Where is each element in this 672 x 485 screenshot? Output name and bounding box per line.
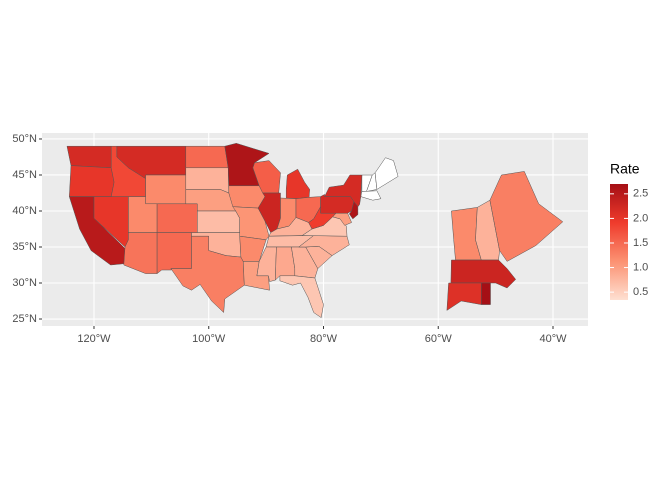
y-tick-label: 25°N	[12, 313, 37, 325]
region	[66, 145, 112, 169]
region	[156, 203, 198, 233]
y-tick-label: 40°N	[12, 205, 37, 217]
y-tick-label: 30°N	[12, 277, 37, 289]
region	[228, 185, 266, 209]
region	[489, 171, 564, 262]
legend-tick-label: 1.0	[633, 261, 648, 273]
region	[69, 165, 115, 197]
region	[348, 201, 359, 220]
x-tick-label: 80°W	[310, 333, 338, 345]
x-tick-label: 40°W	[539, 333, 567, 345]
region	[156, 232, 192, 275]
legend-tick-label: 2.5	[633, 188, 648, 200]
legend-tick-label: 0.5	[633, 286, 648, 298]
region	[275, 246, 296, 281]
y-tick-label: 45°N	[12, 169, 37, 181]
y-tick-label: 35°N	[12, 241, 37, 253]
region	[446, 282, 482, 311]
legend-title: Rate	[610, 161, 640, 177]
region	[185, 145, 229, 169]
x-tick-label: 60°W	[425, 333, 453, 345]
region	[145, 174, 187, 205]
region	[324, 174, 363, 208]
region	[197, 210, 240, 233]
region	[320, 193, 355, 214]
region	[279, 275, 324, 319]
x-tick-label: 120°W	[77, 333, 111, 345]
region-outline	[374, 157, 399, 190]
region	[256, 246, 277, 282]
colorbar	[610, 184, 628, 300]
y-tick-label: 50°N	[12, 133, 37, 145]
region	[170, 235, 245, 314]
region	[326, 212, 352, 226]
legend-tick-label: 2.0	[633, 212, 648, 224]
legend-tick-label: 1.5	[633, 237, 648, 249]
x-tick-label: 100°W	[192, 333, 226, 345]
region	[481, 282, 491, 305]
